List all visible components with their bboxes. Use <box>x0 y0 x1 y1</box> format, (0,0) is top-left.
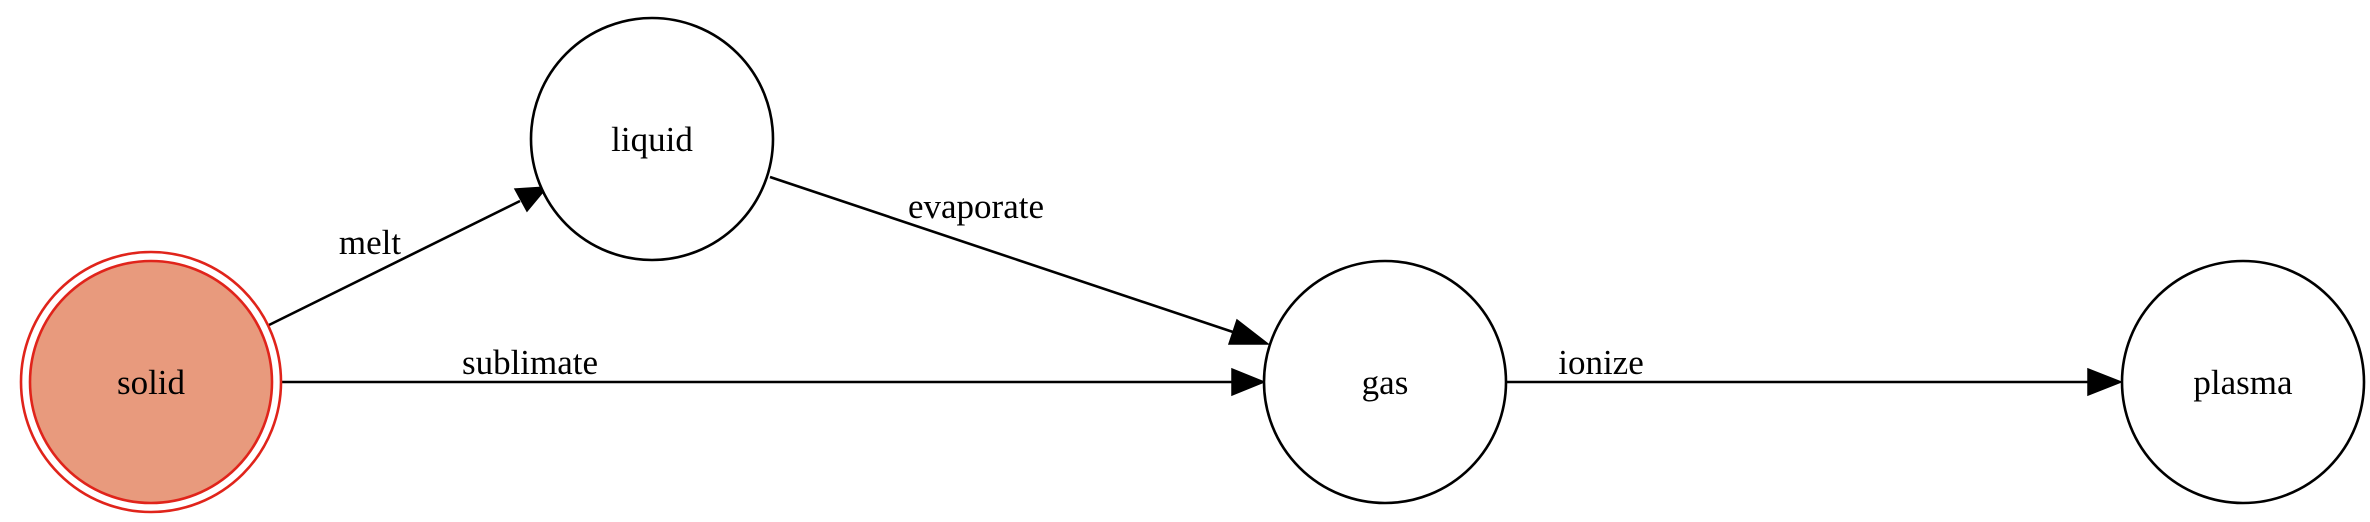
edge-ionize: ionize <box>1505 343 2124 397</box>
node-gas-circle <box>1262 259 1508 505</box>
edge-evaporate: evaporate <box>769 175 1271 345</box>
node-liquid[interactable]: liquid <box>529 16 775 262</box>
node-solid-label: solid <box>117 363 186 402</box>
node-gas[interactable]: gas <box>1262 259 1508 505</box>
node-plasma-label: plasma <box>2193 363 2293 402</box>
arrowhead-sublimate <box>1231 367 1266 397</box>
arrowhead-ionize <box>2087 367 2124 397</box>
node-solid-outer-ring <box>19 250 283 514</box>
edge-melt: melt <box>268 186 549 327</box>
edge-sublimate: sublimate <box>282 343 1266 397</box>
node-plasma-circle <box>2120 259 2366 505</box>
edge-label-ionize: ionize <box>1558 343 1644 382</box>
node-solid[interactable]: solid <box>19 250 283 514</box>
edge-line-evaporate <box>769 175 1234 334</box>
node-gas-label: gas <box>1362 363 1409 402</box>
edge-line-melt <box>268 199 521 327</box>
arrowhead-evaporate <box>1227 318 1271 345</box>
edge-label-sublimate: sublimate <box>462 343 598 382</box>
arrowhead-melt <box>513 186 549 213</box>
node-liquid-label: liquid <box>611 120 693 159</box>
node-solid-circle <box>28 259 274 505</box>
edge-label-melt: melt <box>339 223 401 262</box>
edge-label-evaporate: evaporate <box>908 187 1044 226</box>
node-plasma[interactable]: plasma <box>2120 259 2366 505</box>
node-liquid-circle <box>529 16 775 262</box>
